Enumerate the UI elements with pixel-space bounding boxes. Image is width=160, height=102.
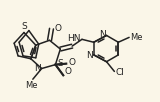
- Text: O: O: [64, 67, 71, 76]
- Text: Me: Me: [26, 81, 38, 90]
- Text: N: N: [86, 51, 93, 60]
- Text: HN: HN: [68, 34, 81, 43]
- Text: Cl: Cl: [115, 68, 124, 77]
- Text: N: N: [99, 30, 106, 39]
- Text: S: S: [57, 59, 63, 68]
- Text: O: O: [54, 24, 61, 33]
- Text: Me: Me: [130, 33, 143, 42]
- Text: O: O: [68, 58, 75, 67]
- Text: N: N: [34, 64, 41, 73]
- Text: S: S: [21, 22, 27, 31]
